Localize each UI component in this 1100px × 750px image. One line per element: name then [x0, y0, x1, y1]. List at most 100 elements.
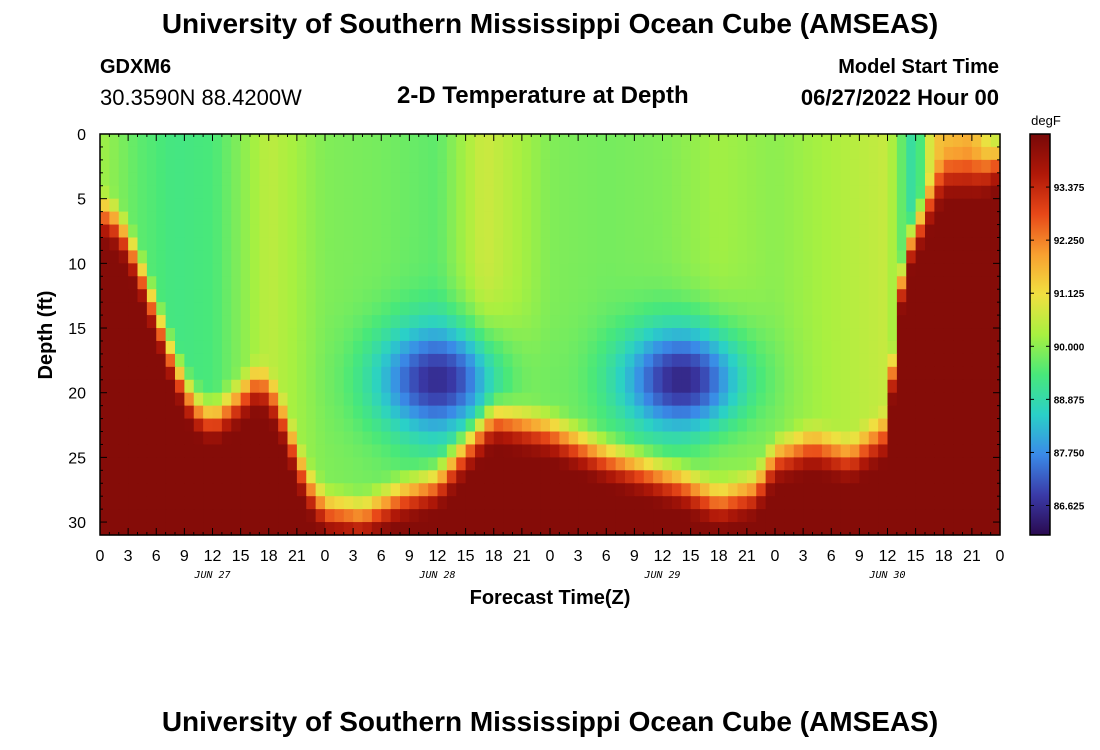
heatmap-cell	[456, 522, 467, 536]
heatmap-cell	[521, 444, 532, 458]
heatmap-cell	[606, 353, 617, 368]
heatmap-cell	[896, 418, 907, 433]
heatmap-cell	[428, 418, 439, 433]
heatmap-cell	[193, 263, 204, 277]
heatmap-cell	[812, 250, 823, 264]
heatmap-cell	[325, 392, 335, 407]
heatmap-cell	[981, 496, 992, 510]
heatmap-cell	[559, 444, 570, 458]
heatmap-cell	[634, 172, 645, 187]
heatmap-cell	[362, 509, 373, 523]
heatmap-cell	[765, 379, 776, 394]
heatmap-cell	[109, 328, 120, 342]
heatmap-cell	[437, 198, 448, 213]
heatmap-cell	[184, 418, 195, 433]
heatmap-cell	[278, 263, 289, 277]
heatmap-cell	[915, 405, 926, 420]
heatmap-cell	[718, 289, 729, 303]
heatmap-cell	[437, 457, 448, 471]
heatmap-cell	[587, 470, 598, 484]
heatmap-cell	[203, 134, 214, 148]
heatmap-cell	[315, 250, 326, 264]
heatmap-cell	[681, 198, 692, 213]
heatmap-cell	[981, 185, 992, 200]
heatmap-cell	[128, 444, 139, 458]
heatmap-cell	[662, 444, 673, 458]
heatmap-cell	[343, 340, 354, 355]
heatmap-cell	[484, 470, 495, 484]
heatmap-cell	[606, 302, 617, 316]
heatmap-cell	[821, 457, 832, 471]
heatmap-cell	[184, 198, 195, 213]
heatmap-cell	[400, 340, 410, 355]
heatmap-cell	[718, 444, 729, 458]
heatmap-cell	[934, 444, 945, 458]
heatmap-cell	[287, 211, 298, 226]
heatmap-cell	[240, 405, 251, 420]
heatmap-cell	[278, 315, 289, 329]
heatmap-cell	[193, 509, 204, 523]
heatmap-cell	[596, 211, 607, 226]
heatmap-cell	[812, 418, 823, 433]
heatmap-cell	[418, 483, 429, 497]
heatmap-cell	[296, 328, 307, 342]
heatmap-cell	[643, 263, 654, 277]
heatmap-cell	[812, 457, 823, 471]
heatmap-cell	[596, 224, 607, 239]
heatmap-cell	[193, 392, 204, 407]
heatmap-cell	[878, 405, 889, 420]
heatmap-cell	[709, 211, 720, 226]
heatmap-cell	[371, 522, 382, 536]
heatmap-cell	[934, 328, 945, 342]
heatmap-cell	[859, 431, 870, 446]
heatmap-cell	[728, 211, 739, 226]
heatmap-cell	[671, 366, 682, 381]
heatmap-cell	[953, 134, 964, 148]
footer-title: University of Southern Mississippi Ocean…	[161, 706, 939, 737]
x-tick-label: 0	[96, 548, 105, 565]
heatmap-cell	[615, 340, 626, 355]
heatmap-cell	[437, 211, 448, 226]
heatmap-cell	[446, 405, 457, 420]
heatmap-cell	[775, 237, 785, 252]
heatmap-cell	[906, 263, 917, 277]
heatmap-cell	[953, 483, 964, 497]
heatmap-cell	[596, 146, 607, 161]
heatmap-cell	[193, 522, 204, 536]
heatmap-cell	[868, 392, 879, 407]
heatmap-cell	[587, 146, 598, 161]
heatmap-cell	[250, 224, 260, 239]
heatmap-cell	[287, 418, 298, 433]
heatmap-cell	[231, 263, 242, 277]
heatmap-cell	[146, 159, 157, 174]
heatmap-cell	[775, 224, 785, 239]
heatmap-cell	[325, 522, 335, 536]
heatmap-cell	[259, 340, 270, 355]
heatmap-cell	[831, 172, 842, 187]
heatmap-cell	[840, 522, 851, 536]
heatmap-cell	[334, 522, 345, 536]
heatmap-cell	[400, 237, 410, 252]
heatmap-cell	[831, 483, 842, 497]
heatmap-cell	[634, 302, 645, 316]
heatmap-cell	[278, 224, 289, 239]
heatmap-cell	[850, 250, 860, 264]
heatmap-cell	[718, 198, 729, 213]
heatmap-cell	[850, 509, 860, 523]
x-tick-label: 12	[429, 548, 447, 565]
heatmap-cell	[287, 379, 298, 394]
heatmap-cell	[887, 134, 898, 148]
heatmap-cell	[587, 172, 598, 187]
heatmap-cell	[418, 379, 429, 394]
heatmap-cell	[456, 483, 467, 497]
heatmap-cell	[709, 185, 720, 200]
heatmap-cell	[437, 431, 448, 446]
heatmap-cell	[503, 289, 514, 303]
heatmap-cell	[362, 159, 373, 174]
heatmap-cell	[690, 263, 701, 277]
heatmap-cell	[503, 198, 514, 213]
heatmap-cell	[990, 405, 1001, 420]
heatmap-cell	[540, 237, 551, 252]
day-labels: JUN 27 JUN 28 JUN 29 JUN 30	[193, 570, 905, 581]
heatmap-cell	[240, 444, 251, 458]
